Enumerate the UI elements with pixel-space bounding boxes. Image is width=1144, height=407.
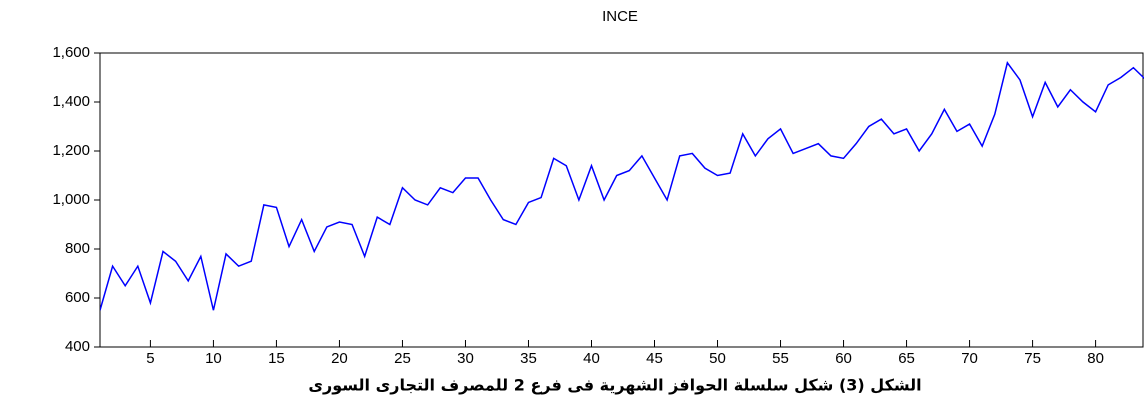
x-tick-label: 55: [772, 350, 789, 367]
chart-title: INCE: [602, 8, 638, 25]
x-tick-label: 25: [394, 350, 411, 367]
caption: الشكل (3) شكل سلسلة الحوافز الشهرية فى ف…: [308, 376, 921, 395]
x-tick-label: 80: [1087, 350, 1104, 367]
y-tick-label: 600: [65, 289, 90, 306]
y-tick-label: 800: [65, 240, 90, 257]
data-line: [100, 61, 1144, 311]
x-tick-label: 35: [520, 350, 537, 367]
x-tick-label: 5: [146, 350, 154, 367]
x-tick-label: 65: [898, 350, 915, 367]
x-tick-label: 40: [583, 350, 600, 367]
x-tick-label: 10: [205, 350, 222, 367]
x-tick-label: 45: [646, 350, 663, 367]
x-tick-label: 75: [1024, 350, 1041, 367]
x-tick-label: 70: [961, 350, 978, 367]
x-tick-label: 20: [331, 350, 348, 367]
y-tick-label: 1,400: [52, 93, 90, 110]
y-tick-label: 1,600: [52, 44, 90, 61]
x-tick-label: 15: [268, 350, 285, 367]
x-tick-label: 60: [835, 350, 852, 367]
plot-frame: [99, 52, 1144, 348]
y-tick-label: 1,000: [52, 191, 90, 208]
y-tick-label: 1,200: [52, 142, 90, 159]
x-tick-label: 50: [709, 350, 726, 367]
x-tick-label: 30: [457, 350, 474, 367]
y-tick-label: 400: [65, 338, 90, 355]
